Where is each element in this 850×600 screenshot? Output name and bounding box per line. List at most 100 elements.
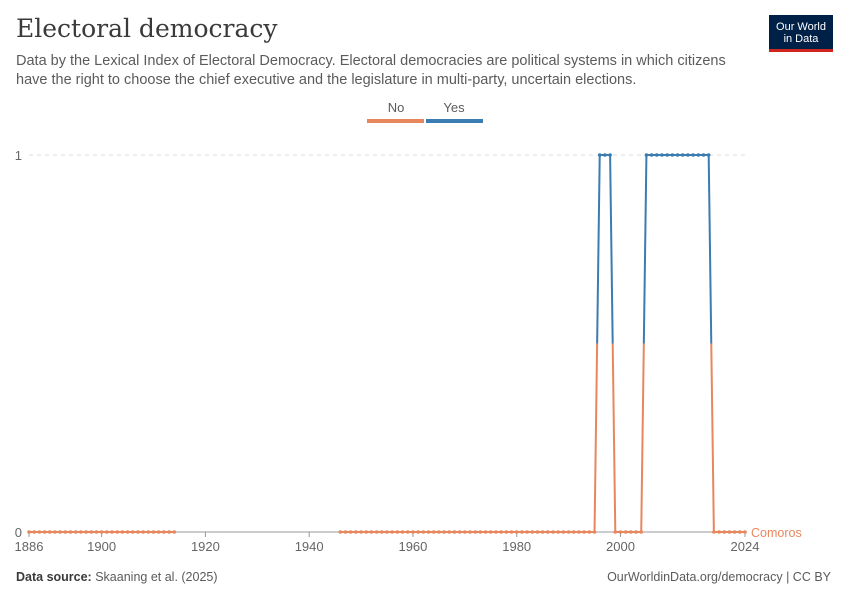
data-point — [136, 530, 140, 534]
data-point — [452, 530, 457, 534]
data-point — [613, 530, 618, 534]
data-point — [623, 530, 628, 534]
data-point — [156, 530, 161, 534]
footer-link[interactable]: OurWorldinData.org/democracy | CC BY — [607, 570, 831, 584]
data-point — [712, 530, 716, 534]
data-point — [400, 530, 405, 534]
data-point — [79, 530, 83, 534]
data-point — [520, 530, 524, 534]
data-point — [665, 153, 669, 157]
x-tick-label: 1920 — [191, 539, 220, 554]
legend: No Yes — [0, 100, 850, 126]
data-point — [110, 530, 114, 534]
data-point — [686, 153, 690, 157]
data-point — [354, 530, 358, 534]
source-text[interactable]: Skaaning et al. (2025) — [95, 570, 218, 584]
data-point — [42, 530, 47, 534]
data-point — [629, 530, 633, 534]
data-point — [504, 530, 509, 534]
data-point — [592, 530, 597, 534]
data-point — [727, 530, 732, 534]
data-point — [426, 530, 431, 534]
owid-logo[interactable]: Our World in Data — [769, 15, 833, 52]
data-point — [68, 530, 73, 534]
data-point — [696, 153, 701, 157]
x-tick-label: 1960 — [398, 539, 427, 554]
data-point — [732, 530, 737, 534]
legend-label-yes[interactable]: Yes — [443, 100, 465, 115]
data-point — [130, 530, 135, 534]
data-point — [416, 530, 420, 534]
data-point — [717, 530, 721, 534]
x-tick-label: 2024 — [731, 539, 760, 554]
data-point — [566, 530, 571, 534]
series-segment — [642, 154, 648, 344]
data-point — [84, 530, 88, 534]
series-segment — [593, 343, 599, 533]
logo-line-2: in Data — [783, 33, 819, 45]
data-point — [442, 530, 446, 534]
series-label-comoros: Comoros — [751, 526, 802, 540]
data-point — [634, 530, 638, 534]
data-point — [701, 153, 706, 157]
data-point — [514, 530, 519, 534]
data-point — [551, 530, 555, 534]
data-point — [348, 530, 353, 534]
x-tick-label: 1886 — [15, 539, 44, 554]
data-point — [675, 153, 680, 157]
data-point — [546, 530, 550, 534]
data-point — [556, 530, 561, 534]
data-point — [561, 530, 566, 534]
data-point — [99, 530, 104, 534]
data-point — [494, 530, 498, 534]
data-point — [172, 530, 177, 534]
x-tick-label: 1900 — [87, 539, 116, 554]
data-point — [167, 530, 171, 534]
data-point — [374, 530, 379, 534]
chart-title: Electoral democracy — [16, 14, 278, 43]
data-point — [603, 153, 607, 157]
data-point — [618, 530, 623, 534]
data-point — [743, 530, 747, 534]
footer-source: Data source: Skaaning et al. (2025) — [16, 570, 218, 584]
data-point — [115, 530, 120, 534]
data-point — [738, 530, 742, 534]
data-point — [94, 530, 99, 534]
data-point — [457, 530, 462, 534]
data-point — [390, 530, 394, 534]
data-point — [405, 530, 410, 534]
data-point — [582, 530, 586, 534]
data-point — [89, 530, 94, 534]
y-tick-label: 0 — [15, 525, 22, 540]
data-point — [385, 530, 389, 534]
data-point — [53, 530, 57, 534]
series-segment — [640, 343, 645, 533]
data-point — [58, 530, 62, 534]
data-point — [587, 530, 592, 534]
data-point — [540, 530, 545, 534]
data-point — [364, 530, 369, 534]
legend-label-no[interactable]: No — [387, 100, 405, 115]
x-tick-label: 1940 — [295, 539, 324, 554]
data-point — [644, 153, 649, 157]
series-segment — [710, 343, 715, 533]
data-point — [105, 530, 109, 534]
data-point — [577, 530, 581, 534]
logo-line-1: Our World — [776, 21, 826, 33]
x-tick-label: 1980 — [502, 539, 531, 554]
series-segment — [596, 154, 601, 344]
data-point — [359, 530, 363, 534]
data-point — [411, 530, 415, 534]
data-point — [722, 530, 727, 534]
legend-swatch-yes — [426, 119, 483, 123]
data-point — [369, 530, 374, 534]
data-point — [151, 530, 156, 534]
chart-subtitle: Data by the Lexical Index of Electoral D… — [16, 53, 726, 88]
data-point — [597, 153, 602, 157]
data-point — [680, 153, 685, 157]
data-point — [571, 530, 576, 534]
data-point — [478, 530, 483, 534]
data-point — [483, 530, 488, 534]
data-point — [473, 530, 478, 534]
